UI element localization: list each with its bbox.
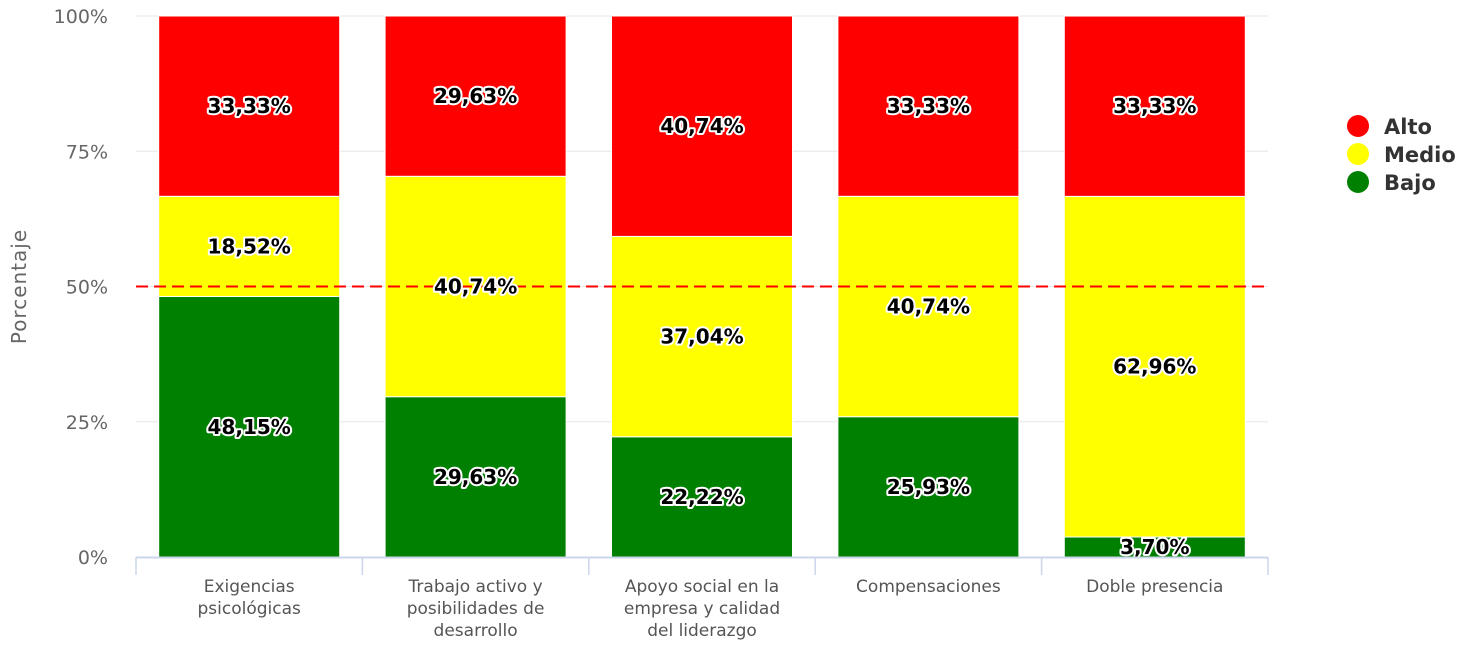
bar-alto[interactable]	[158, 15, 341, 197]
legend-item-medio[interactable]: Medio	[1347, 143, 1456, 167]
data-label: 18,52%	[208, 234, 291, 258]
y-tick-label: 50%	[66, 277, 108, 299]
x-category-label: Apoyo social en la empresa y calidad del l…	[624, 577, 780, 641]
bar-alto[interactable]	[384, 15, 567, 177]
bar-medio[interactable]	[837, 195, 1020, 418]
data-label: 33,33%	[887, 94, 970, 118]
bar-alto[interactable]	[611, 15, 793, 237]
legend-label: Bajo	[1384, 171, 1436, 195]
x-category-label-line: del liderazgo	[647, 621, 757, 641]
data-label: 22,22%	[660, 485, 743, 509]
legend-label: Medio	[1384, 143, 1456, 167]
bar-bajo[interactable]	[158, 296, 341, 558]
data-label: 33,33%	[1113, 94, 1196, 118]
legend-label: Alto	[1384, 115, 1432, 139]
y-tick-label: 25%	[66, 412, 108, 434]
data-label: 62,96%	[1113, 355, 1196, 379]
y-tick-label: 100%	[54, 6, 108, 28]
x-category-label: Doble presencia	[1086, 577, 1223, 597]
x-category-label-line: Trabajo activo y	[408, 577, 543, 597]
y-axis-title: Porcentaje	[7, 229, 31, 344]
legend-marker	[1347, 143, 1369, 165]
data-label: 37,04%	[660, 325, 743, 349]
data-label: 29,63%	[434, 84, 517, 108]
x-category-label-line: posibilidades de	[407, 599, 545, 619]
data-label: 40,74%	[660, 114, 743, 138]
x-category-label: Compensaciones	[856, 577, 1001, 597]
data-label: 25,93%	[887, 475, 970, 499]
legend-marker	[1347, 171, 1369, 193]
legend-item-alto[interactable]: Alto	[1347, 115, 1432, 139]
x-category-label-line: empresa y calidad	[624, 599, 780, 619]
bar-bajo[interactable]	[611, 436, 793, 558]
bar-medio[interactable]	[158, 195, 341, 298]
bar-alto[interactable]	[837, 15, 1020, 197]
x-category-label-line: Compensaciones	[856, 577, 1001, 597]
y-tick-label: 0%	[78, 547, 108, 569]
data-label: 29,63%	[434, 465, 517, 489]
x-category-label: Exigencias psicológicas	[198, 577, 302, 619]
x-category-label-line: Apoyo social en la	[625, 577, 779, 597]
x-category-label-line: psicológicas	[198, 599, 302, 619]
bar-medio[interactable]	[611, 235, 793, 438]
legend-marker	[1347, 115, 1369, 137]
bars	[158, 15, 1246, 558]
x-category-label-line: Exigencias	[204, 577, 295, 597]
y-tick-label: 75%	[66, 141, 108, 163]
bar-bajo[interactable]	[384, 396, 567, 558]
x-category-label-line: Doble presencia	[1086, 577, 1223, 597]
bar-alto[interactable]	[1063, 15, 1246, 197]
bar-medio[interactable]	[1063, 195, 1246, 538]
legend-item-bajo[interactable]: Bajo	[1347, 171, 1436, 195]
x-category-label-line: desarrollo	[434, 621, 518, 641]
x-category-label: Trabajo activo y posibilidades de desarrol…	[407, 577, 545, 641]
data-label: 40,74%	[887, 295, 970, 319]
data-label: 3,70%	[1120, 535, 1189, 559]
data-label: 40,74%	[434, 275, 517, 299]
data-label: 48,15%	[208, 415, 291, 439]
data-label: 33,33%	[208, 94, 291, 118]
